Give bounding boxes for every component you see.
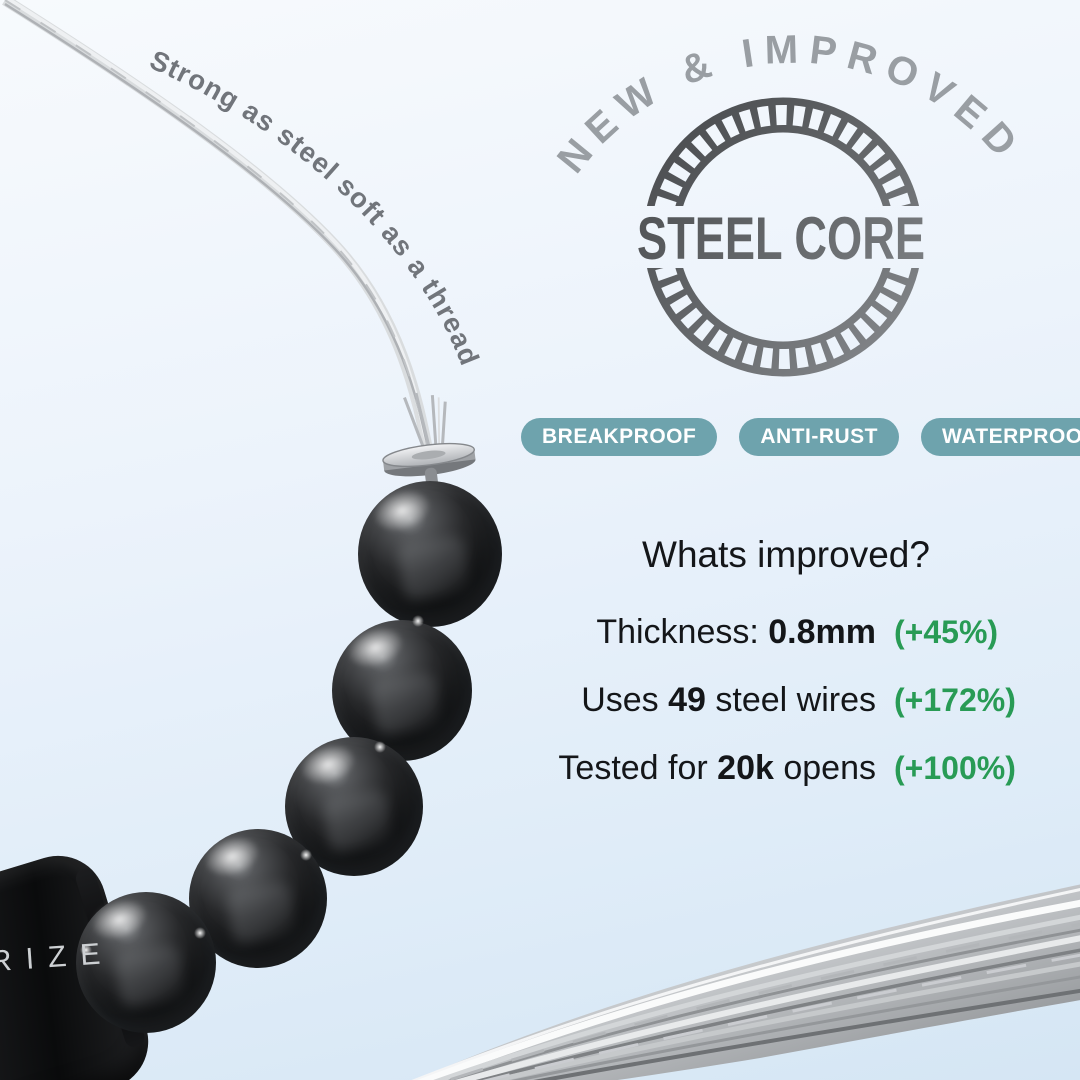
badge-stamp-text: STEEL CORE [637,205,925,272]
pill-label: BREAKPROOF [542,425,697,448]
bead-glint [194,927,206,939]
improvement-text: Thickness: 0.8mm [596,612,876,652]
feature-pill-anti-rust: ANTI-RUST [739,418,899,456]
improvement-delta: (+172%) [894,682,1016,718]
pill-label: WATERPROOF [942,425,1080,448]
improvement-prefix: Uses [581,681,669,719]
feature-pills: BREAKPROOF ANTI-RUST WATERPROOF [521,418,1080,456]
bead-glint [374,741,386,753]
steel-core-badge: STEEL CORE [637,97,925,377]
feature-pill-breakproof: BREAKPROOF [521,418,718,456]
improvement-suffix: opens [773,749,876,787]
badge-ring [643,97,923,377]
improvement-row: Thickness: 0.8mm (+45%) [460,612,1052,652]
thread-caption-text: Strong as steel soft as a thread [145,44,484,370]
improvement-prefix: Tested for [558,749,718,787]
bead-glint [80,944,92,956]
improvement-text: Uses 49 steel wires [581,680,876,720]
thread-caption: Strong as steel soft as a thread [145,44,485,370]
improvement-delta: (+45%) [894,614,999,650]
bead-glint [412,615,424,627]
steel-wire [2,0,434,454]
improvement-suffix: steel wires [705,681,876,719]
improvement-row: Uses 49 steel wires (+172%) [460,680,1052,720]
improvement-value: 20k [717,749,774,787]
improvement-delta: (+100%) [894,750,1016,786]
improvements-heading: Whats improved? [642,534,930,575]
improvement-row: Tested for 20k opens (+100%) [460,748,1052,788]
pill-label: ANTI-RUST [760,425,878,448]
improvement-prefix: Thickness: [596,613,769,651]
improvement-text: Tested for 20k opens [558,748,876,788]
steel-cable [411,884,1080,1080]
bracelet-bead [358,481,502,627]
improvement-value: 0.8mm [768,613,876,651]
improvement-value: 49 [668,681,706,719]
bead-glint [300,849,312,861]
feature-pill-waterproof: WATERPROOF [921,418,1080,456]
improvements-panel: Whats improved? Thickness: 0.8mm (+45%) … [460,532,1052,788]
bracelet-bead [76,892,216,1033]
